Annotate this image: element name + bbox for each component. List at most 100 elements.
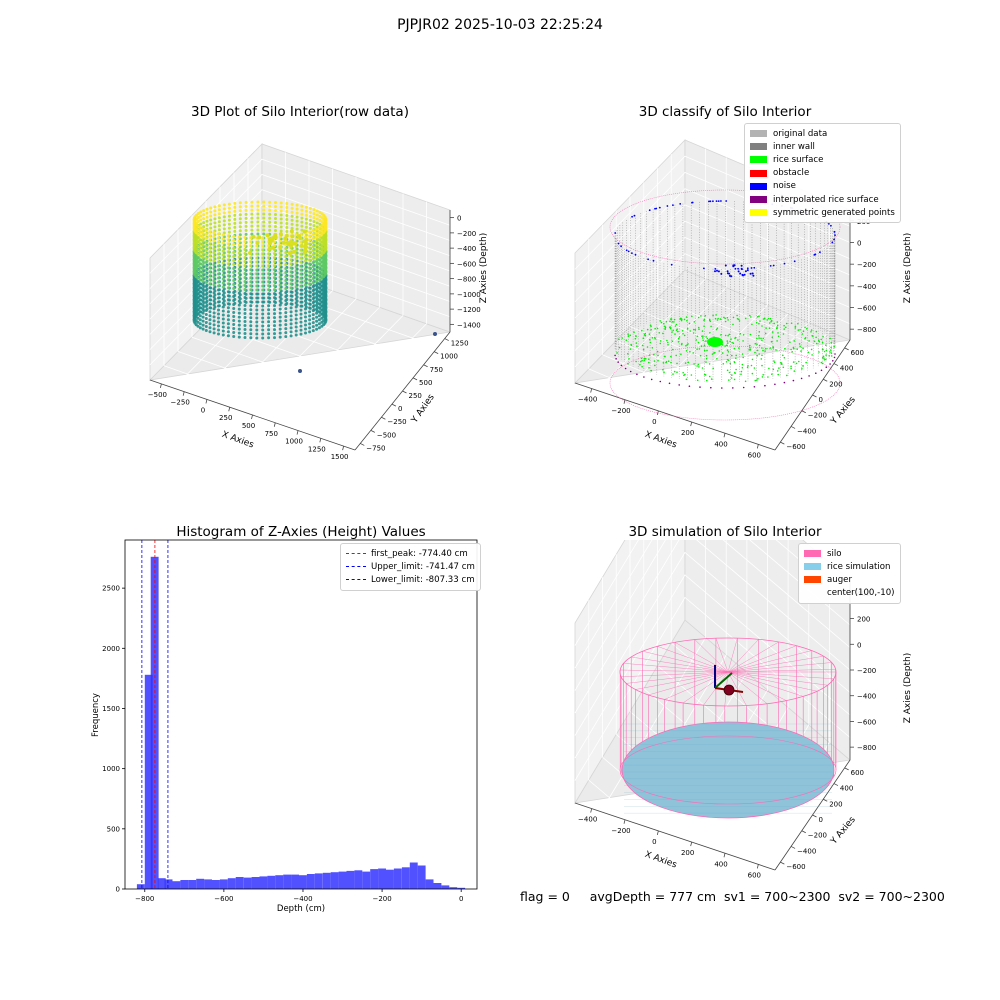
raw-point (256, 204, 260, 208)
raw-point (213, 209, 217, 213)
raw-point (204, 269, 208, 272)
raw-point (237, 235, 241, 239)
interpolated-point (832, 360, 834, 362)
raw-point (249, 332, 253, 336)
rice-surface-point (770, 320, 772, 323)
interpolated-point (710, 386, 712, 389)
raw-point (267, 324, 271, 328)
rice-surface-point (758, 353, 760, 355)
rice-surface-point (776, 321, 779, 323)
noise-point (769, 265, 772, 267)
noise-point (714, 270, 716, 273)
rice-surface-point (792, 361, 795, 363)
raw-point (315, 299, 319, 303)
raw-point (243, 276, 247, 279)
silo-wire (675, 642, 729, 673)
legend-swatch (750, 209, 767, 217)
raw-point (302, 250, 307, 255)
rice-surface-point (741, 353, 744, 355)
rice-surface-point (628, 358, 630, 360)
raw-point (320, 252, 324, 256)
rice-surface-point (815, 336, 817, 339)
raw-point (290, 234, 295, 239)
raw-point (262, 216, 266, 220)
rice-surface-point (822, 336, 824, 338)
legend-label: inner wall (773, 141, 815, 152)
x-tick (656, 830, 659, 836)
legend-item: symmetric generated points (750, 206, 895, 219)
x-tick (160, 383, 162, 388)
raw-point (317, 278, 321, 282)
raw-point (256, 232, 260, 236)
noise-point (751, 272, 754, 275)
raw-point (320, 240, 324, 244)
raw-point (320, 316, 324, 320)
rice-surface-center (707, 337, 723, 347)
rice-surface-point (761, 347, 763, 349)
noise-point (715, 200, 718, 202)
raw-point (299, 276, 303, 280)
raw-point (268, 212, 272, 216)
raw-point (201, 235, 205, 239)
rice-surface-point (670, 355, 672, 358)
rice-surface-point (693, 321, 696, 323)
rice-surface-point (749, 346, 751, 349)
legend-line-sample (346, 553, 366, 555)
raw-point (274, 213, 277, 216)
rice-surface-point (761, 376, 764, 378)
raw-point (232, 311, 236, 314)
raw-point (208, 314, 212, 318)
raw-point (249, 244, 253, 248)
raw-point (274, 221, 277, 224)
raw-point (299, 296, 303, 300)
raw-point (304, 319, 307, 323)
raw-point (226, 254, 230, 258)
raw-point (294, 285, 298, 289)
x-tick (656, 410, 659, 416)
raw-point (198, 282, 202, 286)
raw-point (221, 321, 225, 325)
rice-surface-point (786, 374, 788, 377)
raw-point (217, 328, 220, 332)
raw-point (315, 213, 319, 217)
raw-point (238, 209, 242, 213)
raw-point (320, 236, 324, 240)
raw-point (315, 303, 319, 307)
rice-surface-point (816, 342, 818, 345)
rice-surface-point (731, 374, 733, 376)
raw-point (320, 280, 324, 284)
rice-surface-point (808, 340, 810, 342)
raw-point (232, 295, 236, 298)
histogram-reference-lines (141, 540, 169, 889)
rice-surface-point (749, 348, 752, 351)
y-tick-label: −600 (786, 863, 805, 871)
x-tick-label: −200 (372, 895, 391, 903)
raw-point (243, 236, 247, 239)
rice-surface-point (727, 351, 730, 353)
raw-point (308, 230, 312, 234)
interpolated-point (783, 381, 786, 384)
raw-point (261, 240, 265, 244)
rice-surface-point (621, 337, 624, 339)
rice-surface-point (673, 370, 676, 373)
rice-surface-point (640, 357, 643, 360)
raw-point (212, 319, 216, 323)
rice-surface-point (795, 362, 798, 365)
rice-surface-point (823, 357, 825, 359)
grid-line (149, 204, 451, 320)
rice-surface-point (735, 354, 737, 357)
raw-point (278, 259, 282, 263)
raw-point (205, 223, 209, 227)
raw-point (267, 260, 271, 264)
rice-surface-point (761, 325, 763, 327)
rice-surface-point (712, 314, 714, 317)
rice-surface-point (687, 343, 689, 345)
raw-point (261, 336, 265, 340)
rice-surface-point (642, 337, 645, 339)
rice-surface-point (653, 353, 655, 356)
raw-point (201, 279, 205, 283)
raw-point (299, 264, 303, 268)
raw-point (255, 272, 259, 276)
raw-point (289, 290, 293, 294)
rice-surface-point (735, 357, 737, 359)
